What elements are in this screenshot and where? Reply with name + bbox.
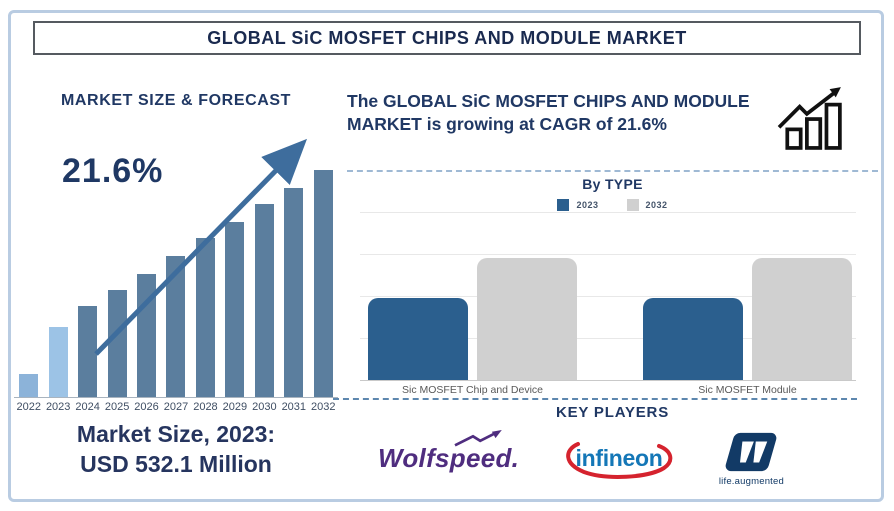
forecast-bar-2029 (225, 222, 245, 397)
forecast-bars-area (14, 152, 338, 398)
infineon-wordmark: infineon (575, 445, 663, 471)
year-label-2026: 2026 (134, 401, 159, 413)
st-caption: life.augmented (718, 475, 784, 487)
page-title: GLOBAL SiC MOSFET CHIPS AND MODULE MARKE… (207, 27, 687, 48)
forecast-bar-2027 (166, 256, 186, 397)
wolfspeed-wordmark: Wolfspeed. (378, 442, 520, 473)
forecast-bar-2030 (254, 204, 274, 397)
trend-arrow-icon (94, 138, 308, 356)
forecast-bar-2025 (107, 290, 127, 397)
bar-group-1 (368, 258, 577, 380)
cagr-description: The GLOBAL SiC MOSFET CHIPS AND MODULE M… (347, 91, 750, 134)
year-label-2029: 2029 (222, 401, 248, 413)
gridline (360, 338, 856, 339)
st-symbol-icon (726, 432, 777, 471)
forecast-bar-2023 (48, 327, 68, 397)
key-players-row: Wolfspeed. infineon life.augmented (352, 424, 872, 492)
infographic-frame (8, 10, 884, 502)
by-type-chart (360, 212, 856, 381)
forecast-bar-2022 (19, 374, 39, 397)
key-players-separator (333, 398, 857, 400)
forecast-bar-2032 (313, 170, 333, 397)
category-label-2: Sic MOSFET Module (698, 384, 797, 396)
bar-column-2027 (161, 256, 190, 397)
year-label-2024: 2024 (75, 401, 100, 413)
legend-item-2023: 2023 (557, 199, 598, 211)
year-label-2030: 2030 (252, 401, 277, 413)
year-label-2025: 2025 (104, 401, 130, 413)
bar-column-2024 (73, 306, 102, 397)
bar-column-2029 (220, 222, 249, 397)
gridline (360, 296, 856, 297)
type-category-axis: Sic MOSFET Chip and Device Sic MOSFET Mod… (360, 384, 856, 396)
category-label-1: Sic MOSFET Chip and Device (401, 384, 544, 396)
legend-label-2023: 2023 (576, 200, 599, 210)
year-label-2028: 2028 (193, 401, 218, 413)
forecast-year-axis: 2022 2023 2024 2025 2026 2027 2028 2029 2030 2031… (14, 401, 338, 413)
year-label-2027: 2027 (163, 401, 189, 413)
year-label-2032: 2032 (311, 401, 336, 413)
gridline (360, 254, 856, 255)
legend-item-2032: 2032 (626, 199, 668, 211)
type-bar-2023-group2 (643, 298, 743, 380)
wolfspeed-logo: Wolfspeed. (378, 429, 520, 474)
market-size-line1: Market Size, 2023: (76, 421, 276, 447)
bar-group-2 (643, 258, 852, 380)
year-label-2031: 2031 (281, 401, 307, 413)
type-chart-legend: 2023 2032 (347, 198, 878, 212)
market-forecast-chart: 21.6% (14, 118, 338, 398)
bar-column-2031 (279, 188, 308, 397)
bar-column-2032 (309, 170, 338, 397)
market-size-line2: USD 532.1 Million (80, 450, 272, 477)
by-type-heading: By TYPE (582, 176, 643, 192)
bar-column-2030 (250, 204, 279, 397)
market-forecast-heading: MARKET SIZE & FORECAST (60, 92, 292, 109)
wolfspeed-arrow-icon (454, 429, 503, 447)
bar-column-2025 (102, 290, 131, 397)
year-label-2022: 2022 (16, 401, 41, 413)
infineon-logo: infineon (562, 434, 676, 482)
gridline (360, 212, 856, 213)
st-logo: life.augmented (719, 430, 784, 487)
bar-column-2022 (14, 374, 43, 397)
year-label-2023: 2023 (45, 401, 71, 413)
forecast-bar-2028 (195, 238, 215, 397)
type-bar-2023-group1 (368, 298, 468, 380)
report-title-box: GLOBAL SiC MOSFET CHIPS AND MODULE MARKE… (33, 21, 861, 55)
legend-label-2032: 2032 (645, 200, 668, 210)
type-bar-2032-group1 (477, 258, 577, 380)
cagr-description-block: The GLOBAL SiC MOSFET CHIPS AND MODULE M… (347, 87, 878, 172)
market-size-callout: Market Size, 2023: USD 532.1 Million (18, 420, 334, 480)
cagr-label: 21.6% (62, 152, 164, 190)
infineon-swoosh-icon (566, 442, 673, 479)
growth-chart-icon (777, 87, 842, 150)
legend-swatch-2023 (557, 199, 570, 211)
key-players-heading: KEY PLAYERS (555, 404, 669, 421)
forecast-bar-2024 (78, 306, 98, 397)
legend-swatch-2032 (626, 199, 639, 211)
type-bar-groups (360, 212, 856, 380)
forecast-bar-2031 (284, 188, 304, 397)
type-bar-2032-group2 (752, 258, 852, 380)
bar-column-2028 (191, 238, 220, 397)
bar-column-2023 (43, 327, 72, 397)
